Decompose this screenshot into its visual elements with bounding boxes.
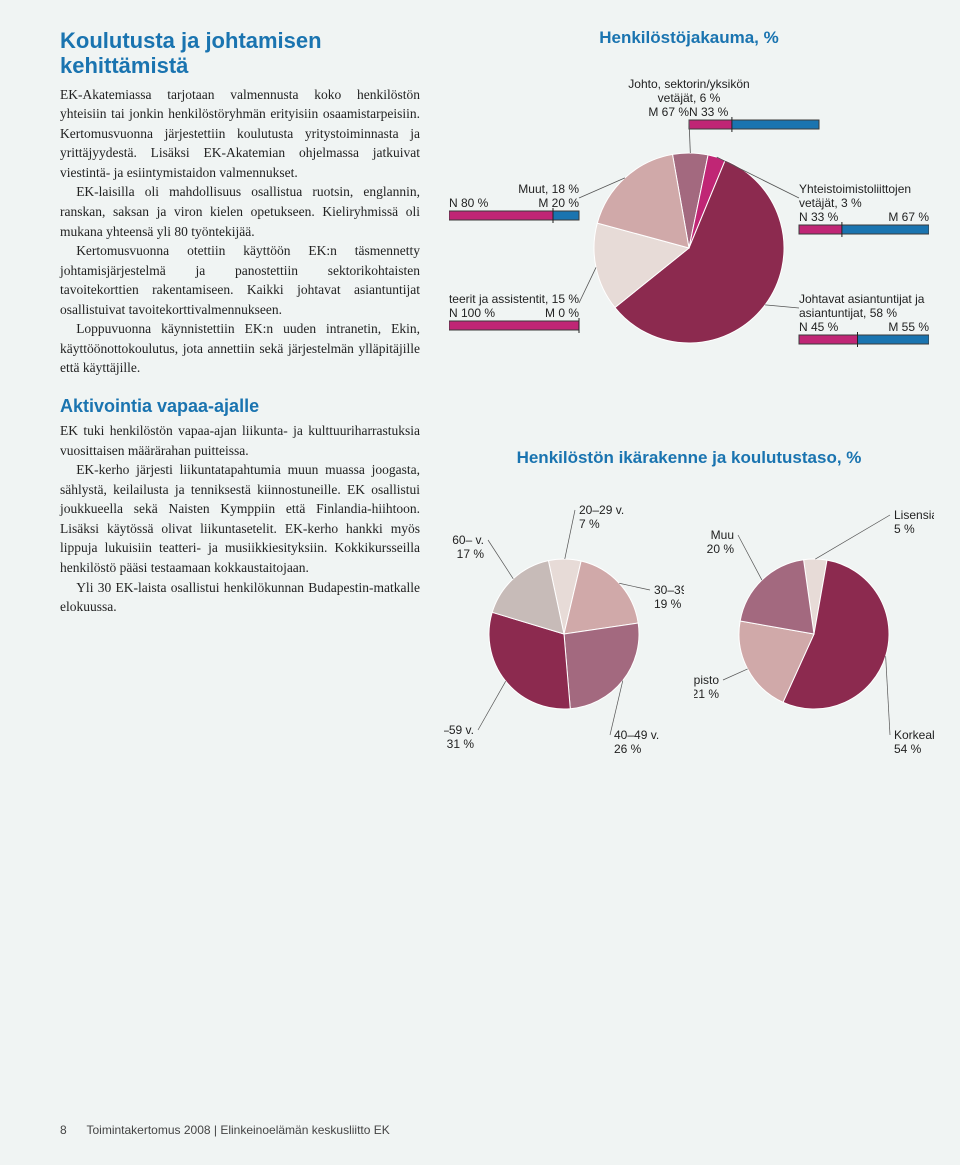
- page-footer: 8 Toimintakertomus 2008 | Elinkeinoelämä…: [60, 1123, 390, 1137]
- svg-text:Korkeakoulu: Korkeakoulu: [894, 728, 934, 742]
- svg-text:20 %: 20 %: [707, 542, 735, 556]
- svg-text:31 %: 31 %: [447, 737, 475, 751]
- para-1: EK-Akatemiassa tarjotaan valmennusta kok…: [60, 85, 420, 183]
- edu-chart-svg: Lisensiaatti/tohtori5 % Korkeakoulu54 % Op…: [694, 484, 934, 764]
- para-7: Yli 30 EK-laista osallistui henkilökunna…: [60, 578, 420, 617]
- para-2: EK-laisilla oli mahdollisuus osallistua …: [60, 182, 420, 241]
- footer-text: Toimintakertomus 2008 | Elinkeinoelämän …: [86, 1123, 389, 1137]
- heading-training: Koulutusta ja johtamisen kehittämistä: [60, 28, 420, 79]
- svg-text:40–49 v.: 40–49 v.: [614, 728, 659, 742]
- chart2-title: Henkilöstön ikärakenne ja koulutustaso, …: [444, 448, 934, 468]
- heading-leisure: Aktivointia vapaa-ajalle: [60, 396, 420, 417]
- svg-text:20–29 v.: 20–29 v.: [579, 503, 624, 517]
- svg-text:vetäjät, 6 %: vetäjät, 6 %: [658, 91, 721, 105]
- age-chart-svg: 20–29 v.7 % 30–39 v.19 % 40–49 v.26 % 50–59…: [444, 484, 684, 764]
- svg-text:N 33 %: N 33 %: [689, 105, 729, 119]
- chart1-title: Henkilöstöjakauma, %: [444, 28, 934, 48]
- svg-text:N 33 %: N 33 %: [799, 210, 839, 224]
- svg-text:Lisensiaatti/tohtori: Lisensiaatti/tohtori: [894, 508, 934, 522]
- chart-age-education: Henkilöstön ikärakenne ja koulutustaso, …: [444, 448, 934, 764]
- svg-text:5 %: 5 %: [894, 522, 915, 536]
- svg-text:N 80 %: N 80 %: [449, 196, 489, 210]
- svg-text:Yhteistoimistoliittojen: Yhteistoimistoliittojen: [799, 182, 911, 196]
- para-6: EK-kerho järjesti liikuntatapahtumia muu…: [60, 460, 420, 577]
- svg-text:Muut, 18 %: Muut, 18 %: [518, 182, 579, 196]
- svg-text:M 67 %: M 67 %: [888, 210, 929, 224]
- svg-text:N 45 %: N 45 %: [799, 320, 839, 334]
- para-5: EK tuki henkilöstön vapaa-ajan liikunta-…: [60, 421, 420, 460]
- svg-text:asiantuntijat, 58 %: asiantuntijat, 58 %: [799, 306, 897, 320]
- right-column: Henkilöstöjakauma, % Johto, sektorin/yks…: [444, 28, 934, 764]
- para-4: Loppuvuonna käynnistettiin EK:n uuden in…: [60, 319, 420, 378]
- svg-text:26 %: 26 %: [614, 742, 642, 756]
- svg-text:30–39 v.: 30–39 v.: [654, 583, 684, 597]
- chart-personnel-distribution: Henkilöstöjakauma, % Johto, sektorin/yks…: [444, 28, 934, 408]
- svg-text:19 %: 19 %: [654, 597, 682, 611]
- svg-text:M 20 %: M 20 %: [538, 196, 579, 210]
- svg-text:N 100 %: N 100 %: [449, 306, 495, 320]
- svg-text:Muu: Muu: [711, 528, 734, 542]
- svg-text:Johto, sektorin/yksikön: Johto, sektorin/yksikön: [628, 77, 749, 91]
- svg-text:M 55 %: M 55 %: [888, 320, 929, 334]
- svg-text:7 %: 7 %: [579, 517, 600, 531]
- svg-text:50–59 v.: 50–59 v.: [444, 723, 474, 737]
- svg-text:vetäjät, 3 %: vetäjät, 3 %: [799, 196, 862, 210]
- body-text-1: EK-Akatemiassa tarjotaan valmennusta kok…: [60, 85, 420, 378]
- svg-text:60– v.: 60– v.: [452, 533, 484, 547]
- svg-text:54 %: 54 %: [894, 742, 922, 756]
- svg-text:Sihteerit ja assistentit, 15 %: Sihteerit ja assistentit, 15 %: [449, 292, 579, 306]
- para-3: Kertomusvuonna otettiin käyttöön EK:n tä…: [60, 241, 420, 319]
- svg-text:Opisto: Opisto: [694, 673, 719, 687]
- svg-text:21 %: 21 %: [694, 687, 719, 701]
- svg-text:M 0 %: M 0 %: [545, 306, 579, 320]
- svg-text:M 67 %: M 67 %: [648, 105, 689, 119]
- page-number: 8: [60, 1123, 67, 1137]
- chart1-svg: Johto, sektorin/yksikönvetäjät, 6 %N 33 …: [449, 48, 929, 408]
- svg-text:Johtavat asiantuntijat ja: Johtavat asiantuntijat ja: [799, 292, 925, 306]
- body-text-2: EK tuki henkilöstön vapaa-ajan liikunta-…: [60, 421, 420, 617]
- left-column: Koulutusta ja johtamisen kehittämistä EK…: [60, 28, 420, 764]
- svg-text:17 %: 17 %: [457, 547, 485, 561]
